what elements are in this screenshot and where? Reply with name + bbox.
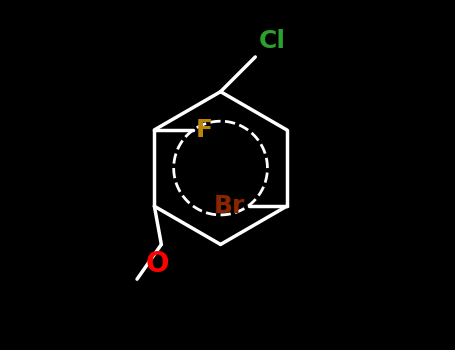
Text: Cl: Cl (259, 29, 286, 54)
Text: F: F (196, 118, 213, 142)
Text: Br: Br (214, 194, 245, 218)
Text: O: O (146, 250, 170, 278)
